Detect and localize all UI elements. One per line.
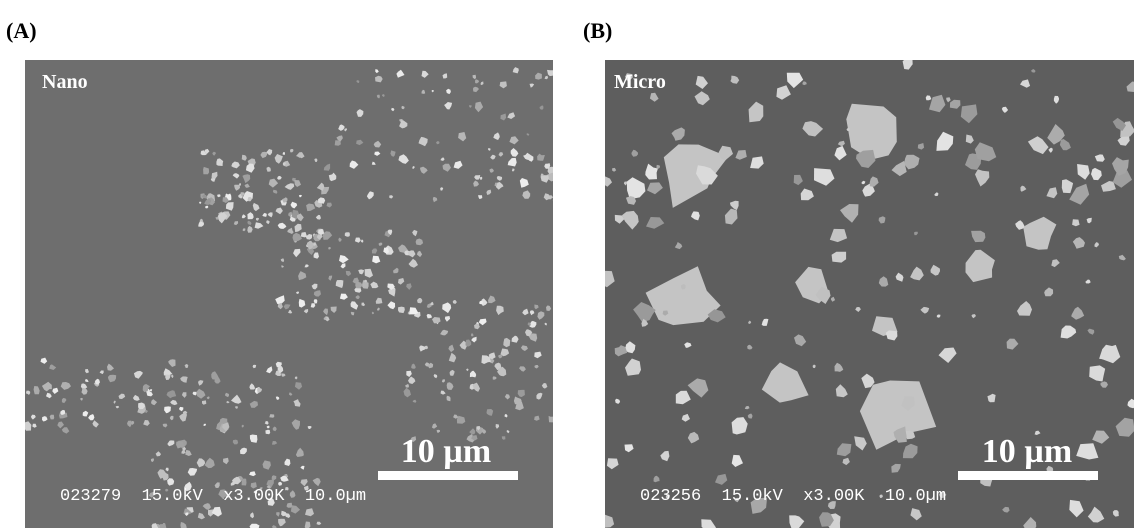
scale-bar	[958, 471, 1098, 480]
particle	[345, 232, 350, 237]
particle	[1072, 219, 1080, 226]
figure: (A) (B) Nano Micro 10 µm 10 µm 023279 15…	[0, 0, 1134, 528]
scale-bar-label: 10 µm	[982, 433, 1072, 470]
particle	[554, 112, 557, 116]
particle	[553, 196, 560, 203]
scale-bar	[378, 471, 518, 480]
panel-title: Micro	[614, 71, 666, 93]
particle	[265, 430, 270, 435]
panel-title: Nano	[42, 71, 88, 93]
scale-bar-label: 10 µm	[401, 433, 491, 470]
sem-info: 023279 15.0kV x3.00K 10.0µm	[60, 487, 366, 506]
panel-label: (B)	[583, 18, 612, 43]
particle	[398, 307, 405, 314]
sem-info: 023256 15.0kV x3.00K 10.0µm	[640, 487, 946, 506]
particle	[160, 524, 166, 528]
particle	[549, 416, 556, 423]
panel-label: (A)	[6, 18, 37, 43]
